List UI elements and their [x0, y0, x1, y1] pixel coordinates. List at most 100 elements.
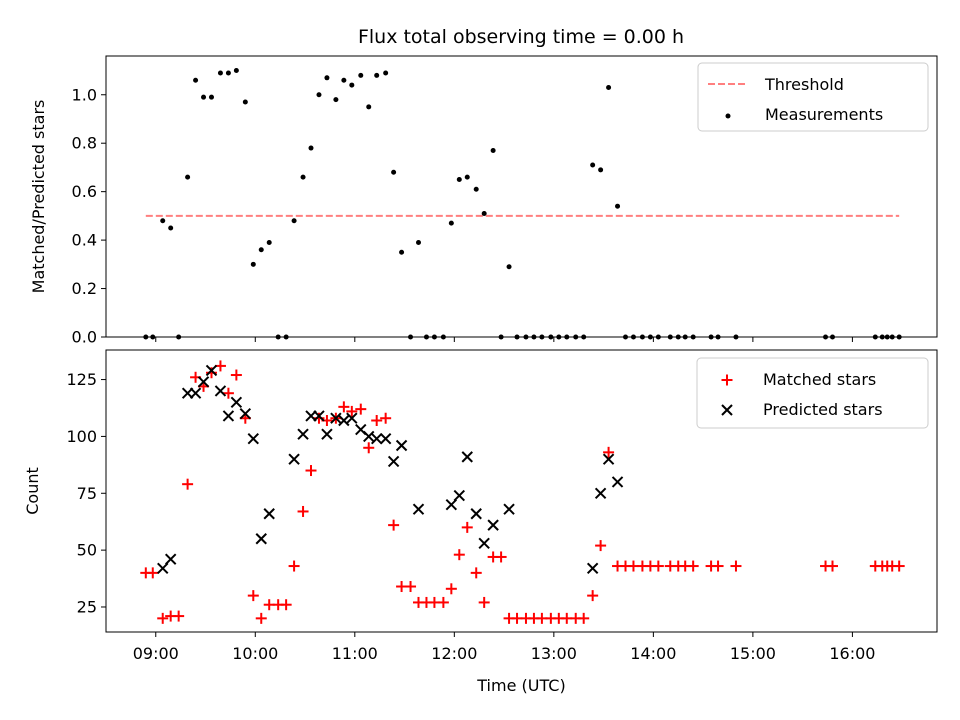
predicted-star-point: [602, 453, 615, 465]
top-plot-marks: [143, 68, 902, 340]
y-tick-label: 100: [66, 427, 97, 446]
y-tick-label: 0.2: [72, 279, 97, 298]
predicted-star-point: [288, 453, 300, 465]
predicted-star-point: [370, 432, 383, 445]
matched-star-point: [461, 521, 473, 533]
matched-star-point: [587, 590, 599, 602]
predicted-star-point: [503, 503, 515, 515]
top-axes-frame: [105, 55, 938, 338]
matched-star-point: [405, 581, 417, 593]
matched-star-point: [147, 567, 159, 579]
y-tick-label: 125: [66, 370, 97, 389]
measurement-point: [448, 220, 454, 226]
measurement-point: [168, 225, 174, 231]
y-tick-label: 1.0: [72, 85, 97, 104]
matched-star-point: [595, 540, 607, 552]
matched-star-point: [222, 387, 234, 399]
bottom-legend-box: [696, 357, 929, 429]
predicted-star-point: [387, 455, 400, 468]
matched-star-point: [827, 560, 839, 572]
x-tick-label: 12:00: [431, 644, 477, 663]
x-tick-label: 11:00: [332, 644, 378, 663]
measurement-point: [185, 174, 191, 180]
measurement-point: [590, 162, 596, 168]
measurement-point: [383, 70, 389, 76]
legend-plus-glyph: [721, 374, 733, 386]
chart-title: Flux total observing time = 0.00 h: [358, 26, 684, 48]
top-y-axis-label: Matched/Predicted stars: [29, 100, 48, 294]
predicted-star-point: [363, 430, 375, 443]
matched-star-point: [346, 405, 358, 417]
x-axis-label: Time (UTC): [476, 676, 565, 695]
measurement-point: [473, 186, 479, 192]
predicted-star-point: [338, 414, 350, 427]
predicted-star-point: [487, 519, 499, 531]
y-tick-label: 25: [77, 597, 97, 616]
top-legend-box: [697, 62, 929, 132]
bottom-plot-marks: [140, 360, 905, 624]
top-legend: Threshold Measurements: [697, 62, 929, 132]
measurement-point: [316, 92, 322, 98]
predicted-star-point: [222, 410, 235, 422]
legend-predicted-marker: [721, 404, 733, 416]
matched-star-point: [182, 478, 194, 490]
predicted-star-point: [255, 533, 267, 545]
y-tick-label: 0.0: [72, 328, 97, 347]
legend-predicted-label: Predicted stars: [763, 400, 883, 419]
matched-star-point: [230, 369, 242, 381]
predicted-star-point: [586, 562, 599, 575]
predicted-star-point: [412, 503, 425, 515]
predicted-star-point: [461, 451, 473, 463]
bottom-legend: Matched stars Predicted stars: [696, 357, 929, 429]
measurement-point: [606, 84, 612, 90]
matched-star-point: [478, 596, 490, 608]
predicted-star-point: [594, 487, 607, 499]
measurement-point: [333, 97, 339, 103]
measurement-point: [266, 240, 272, 246]
matched-star-point: [255, 612, 267, 624]
predicted-star-point: [263, 508, 275, 520]
predicted-star-point: [247, 432, 259, 445]
matched-star-point: [297, 505, 309, 517]
y-tick-label: 50: [77, 541, 97, 560]
measurement-point: [490, 147, 496, 153]
measurement-point: [258, 247, 264, 253]
measurement-point: [300, 174, 306, 180]
predicted-star-point: [214, 385, 227, 397]
matched-star-point: [893, 560, 905, 572]
measurement-point: [341, 77, 347, 83]
matched-star-point: [338, 401, 350, 413]
bottom-x-axis-ticks: 09:00 10:00 11:00 12:00 13:00 14:00 15:00 16:00: [133, 632, 875, 663]
x-tick-label: 10:00: [232, 644, 278, 663]
legend-measurements-label: Measurements: [765, 105, 883, 124]
matched-star-point: [603, 446, 615, 458]
matched-star-point: [652, 560, 664, 572]
matched-star-point: [445, 583, 457, 595]
predicted-star-point: [346, 412, 358, 424]
predicted-star-point: [395, 439, 408, 452]
measurement-point: [358, 72, 364, 78]
top-y-axis-ticks: 0.0 0.2 0.4 0.6 0.8 1.0: [72, 85, 106, 347]
matched-star-point: [280, 599, 292, 611]
x-tick-label: 14:00: [630, 644, 676, 663]
measurement-point: [201, 94, 207, 100]
x-tick-label: 09:00: [133, 644, 179, 663]
measurement-point: [456, 177, 462, 183]
legend-matched-label: Matched stars: [763, 370, 876, 389]
predicted-star-point: [330, 412, 342, 424]
predicted-star-point: [297, 428, 309, 440]
matched-star-point: [363, 442, 375, 454]
predicted-star-point: [445, 498, 458, 511]
measurement-point: [225, 70, 231, 76]
matched-star-point: [173, 610, 185, 622]
legend-threshold-label: Threshold: [764, 75, 844, 94]
matched-star-point: [453, 549, 465, 561]
predicted-star-point: [379, 432, 392, 445]
matched-star-point: [380, 412, 392, 424]
y-tick-label: 0.6: [72, 182, 97, 201]
matched-star-point: [355, 403, 367, 415]
measurement-point: [506, 264, 512, 270]
measurement-point: [193, 77, 199, 83]
measurement-point: [217, 70, 223, 76]
predicted-star-point: [197, 376, 210, 388]
